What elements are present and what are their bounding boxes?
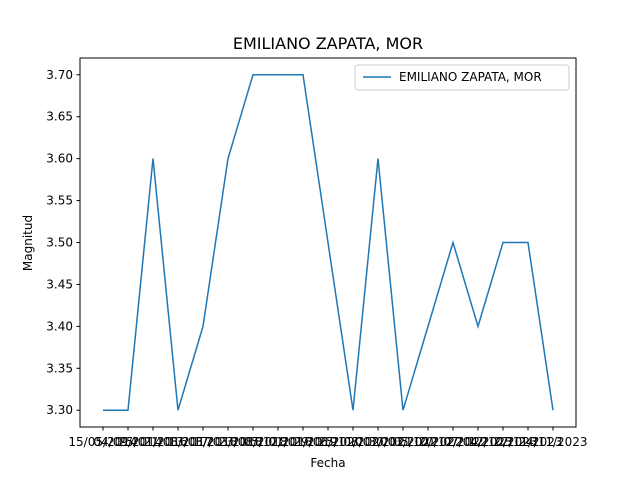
y-tick-label: 3.40 xyxy=(46,319,73,333)
legend-box xyxy=(354,64,570,91)
x-axis: 15/05/201404/09/201425/01/201621/08/2017… xyxy=(68,427,588,449)
x-axis-label: Fecha xyxy=(310,456,345,470)
x-tick-label: 29/06/2020 xyxy=(293,435,362,449)
x-tick-label: 17/03/2018 xyxy=(193,435,262,449)
x-tick-label: 25/11/2020 xyxy=(318,435,387,449)
x-tick-label: 21/08/2017 xyxy=(143,435,212,449)
x-tick-label: 22/11/2023 xyxy=(493,435,562,449)
y-axis: 3.30 3.35 3.40 3.45 3.50 3.55 3.60 3.65 3.70 xyxy=(46,68,80,417)
y-tick-label: 3.55 xyxy=(46,194,73,208)
x-tick-label: 20/12/2022 xyxy=(418,435,487,449)
x-tick-label: 12/10/2023 xyxy=(468,435,537,449)
y-tick-label: 3.65 xyxy=(46,110,73,124)
x-tick-label: 04/09/2014 xyxy=(93,435,162,449)
y-tick-label: 3.50 xyxy=(46,236,73,250)
x-tick-label: 01/01/2019 xyxy=(268,435,337,449)
x-tick-label: 15/05/2014 xyxy=(68,435,137,449)
legend: EMILIANO ZAPATA, MOR xyxy=(354,64,570,91)
chart-title: EMILIANO ZAPATA, MOR xyxy=(233,34,423,53)
x-tick-label: 23/08/2018 xyxy=(218,435,287,449)
y-axis-label: Magnitud xyxy=(21,215,35,271)
x-tick-label: 25/01/2016 xyxy=(118,435,187,449)
x-tick-label: 30/03/2022 xyxy=(368,435,437,449)
series-line xyxy=(103,74,554,411)
x-tick-label: 13/03/2018 xyxy=(168,435,237,449)
x-tick-label: 05/10/2022 xyxy=(393,435,462,449)
x-tick-label: 08/07/2021 xyxy=(343,435,412,449)
y-tick-label: 3.45 xyxy=(46,277,73,291)
x-tick-label: 05/12/2018 xyxy=(243,435,312,449)
y-tick-label: 3.70 xyxy=(46,68,73,82)
x-tick-label: 07/04/2023 xyxy=(443,435,512,449)
x-tick-label: 24/11/2023 xyxy=(518,435,587,449)
y-tick-label: 3.35 xyxy=(46,361,73,375)
y-tick-label: 3.30 xyxy=(46,403,73,417)
legend-label: EMILIANO ZAPATA, MOR xyxy=(399,70,542,84)
y-tick-label: 3.60 xyxy=(46,152,73,166)
